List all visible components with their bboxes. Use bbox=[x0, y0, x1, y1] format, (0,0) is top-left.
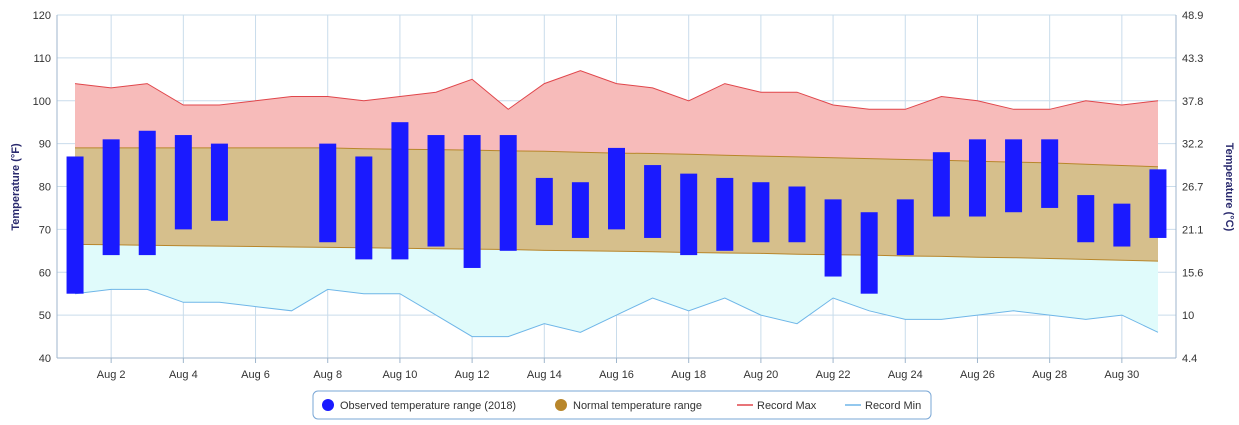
observed-bar[interactable] bbox=[427, 135, 445, 247]
observed-bar[interactable] bbox=[896, 199, 914, 256]
x-tick-label: Aug 6 bbox=[241, 369, 270, 381]
legend-label[interactable]: Record Max bbox=[757, 400, 817, 412]
y-tick-label-right: 15.6 bbox=[1182, 267, 1203, 279]
observed-bar[interactable] bbox=[752, 182, 770, 243]
legend-symbol[interactable] bbox=[322, 399, 334, 411]
observed-bar[interactable] bbox=[210, 143, 228, 221]
observed-bar[interactable] bbox=[860, 212, 878, 294]
record-min-line bbox=[74, 288, 1159, 338]
observed-bar[interactable] bbox=[680, 173, 698, 256]
y-axis-title-right: Temperature (°C) bbox=[1223, 143, 1235, 232]
y-tick-label-left: 80 bbox=[39, 182, 51, 194]
observed-bar[interactable] bbox=[644, 165, 662, 238]
legend-label[interactable]: Record Min bbox=[865, 400, 921, 412]
x-tick-label: Aug 8 bbox=[313, 369, 342, 381]
observed-bar[interactable] bbox=[788, 186, 806, 243]
y-tick-label-left: 60 bbox=[39, 267, 51, 279]
observed-bar[interactable] bbox=[824, 199, 842, 277]
x-tick-label: Aug 2 bbox=[97, 369, 126, 381]
observed-bar[interactable] bbox=[1113, 203, 1131, 247]
x-tick-label: Aug 28 bbox=[1032, 369, 1067, 381]
legend: Observed temperature range (2018) Normal … bbox=[312, 390, 932, 420]
observed-bar[interactable] bbox=[391, 122, 409, 260]
y-tick-label-left: 70 bbox=[39, 224, 51, 236]
normal-low-line bbox=[74, 243, 1159, 262]
y-tick-label-right: 4.4 bbox=[1182, 353, 1197, 365]
y-tick-label-left: 50 bbox=[39, 310, 51, 322]
x-tick-label: Aug 26 bbox=[960, 369, 995, 381]
y-tick-label-left: 120 bbox=[33, 10, 51, 22]
observed-bar[interactable] bbox=[1041, 139, 1059, 208]
observed-bars bbox=[66, 122, 1167, 294]
observed-bar[interactable] bbox=[608, 147, 625, 230]
observed-bar[interactable] bbox=[463, 135, 481, 268]
legend-box bbox=[312, 390, 932, 420]
observed-bar[interactable] bbox=[174, 135, 192, 230]
observed-bar[interactable] bbox=[932, 152, 950, 217]
record-max-line bbox=[74, 70, 1159, 110]
x-tick-label: Aug 22 bbox=[816, 369, 851, 381]
axes bbox=[56, 15, 1177, 363]
observed-bar[interactable] bbox=[1149, 169, 1167, 238]
observed-bar[interactable] bbox=[1077, 195, 1095, 243]
y-tick-label-right: 21.1 bbox=[1182, 224, 1203, 236]
observed-bar[interactable] bbox=[319, 143, 337, 243]
legend-label[interactable]: Normal temperature range bbox=[573, 400, 702, 412]
y-tick-label-right: 32.2 bbox=[1182, 139, 1203, 151]
record-min-area bbox=[75, 244, 1158, 337]
y-tick-label-left: 110 bbox=[33, 53, 51, 65]
y-tick-label-right: 10 bbox=[1182, 310, 1194, 322]
y-axis-title-left: Temperature (°F) bbox=[10, 143, 22, 231]
observed-bar[interactable] bbox=[571, 182, 589, 238]
observed-bar[interactable] bbox=[716, 177, 734, 251]
observed-bar[interactable] bbox=[102, 139, 120, 256]
y-tick-label-left: 100 bbox=[33, 96, 51, 108]
y-tick-label-left: 90 bbox=[39, 139, 51, 151]
observed-bar[interactable] bbox=[355, 156, 373, 260]
observed-bar[interactable] bbox=[138, 130, 156, 256]
legend-symbol[interactable] bbox=[555, 399, 567, 411]
x-tick-label: Aug 4 bbox=[169, 369, 198, 381]
x-tick-label: Aug 18 bbox=[671, 369, 706, 381]
observed-bar[interactable] bbox=[1005, 139, 1023, 213]
y-tick-label-right: 37.8 bbox=[1182, 96, 1203, 108]
x-tick-label: Aug 24 bbox=[888, 369, 923, 381]
tick-labels: 40 4.4 50 10 60 15.6 70 21.1 80 26.7 90 32.2 100 37.8… bbox=[33, 10, 1204, 381]
record-max-area bbox=[75, 70, 1158, 167]
x-tick-label: Aug 12 bbox=[455, 369, 490, 381]
x-tick-label: Aug 16 bbox=[599, 369, 634, 381]
x-tick-label: Aug 30 bbox=[1104, 369, 1139, 381]
legend-label[interactable]: Observed temperature range (2018) bbox=[340, 400, 516, 412]
observed-bar[interactable] bbox=[968, 139, 986, 217]
observed-bar[interactable] bbox=[499, 135, 517, 251]
observed-bar[interactable] bbox=[66, 156, 84, 294]
y-tick-label-left: 40 bbox=[39, 353, 51, 365]
y-tick-label-right: 48.9 bbox=[1182, 10, 1203, 22]
y-tick-label-right: 43.3 bbox=[1182, 53, 1203, 65]
x-tick-label: Aug 14 bbox=[527, 369, 562, 381]
y-tick-label-right: 26.7 bbox=[1182, 182, 1203, 194]
x-tick-label: Aug 20 bbox=[743, 369, 778, 381]
x-tick-label: Aug 10 bbox=[382, 369, 417, 381]
observed-bar[interactable] bbox=[535, 177, 553, 226]
